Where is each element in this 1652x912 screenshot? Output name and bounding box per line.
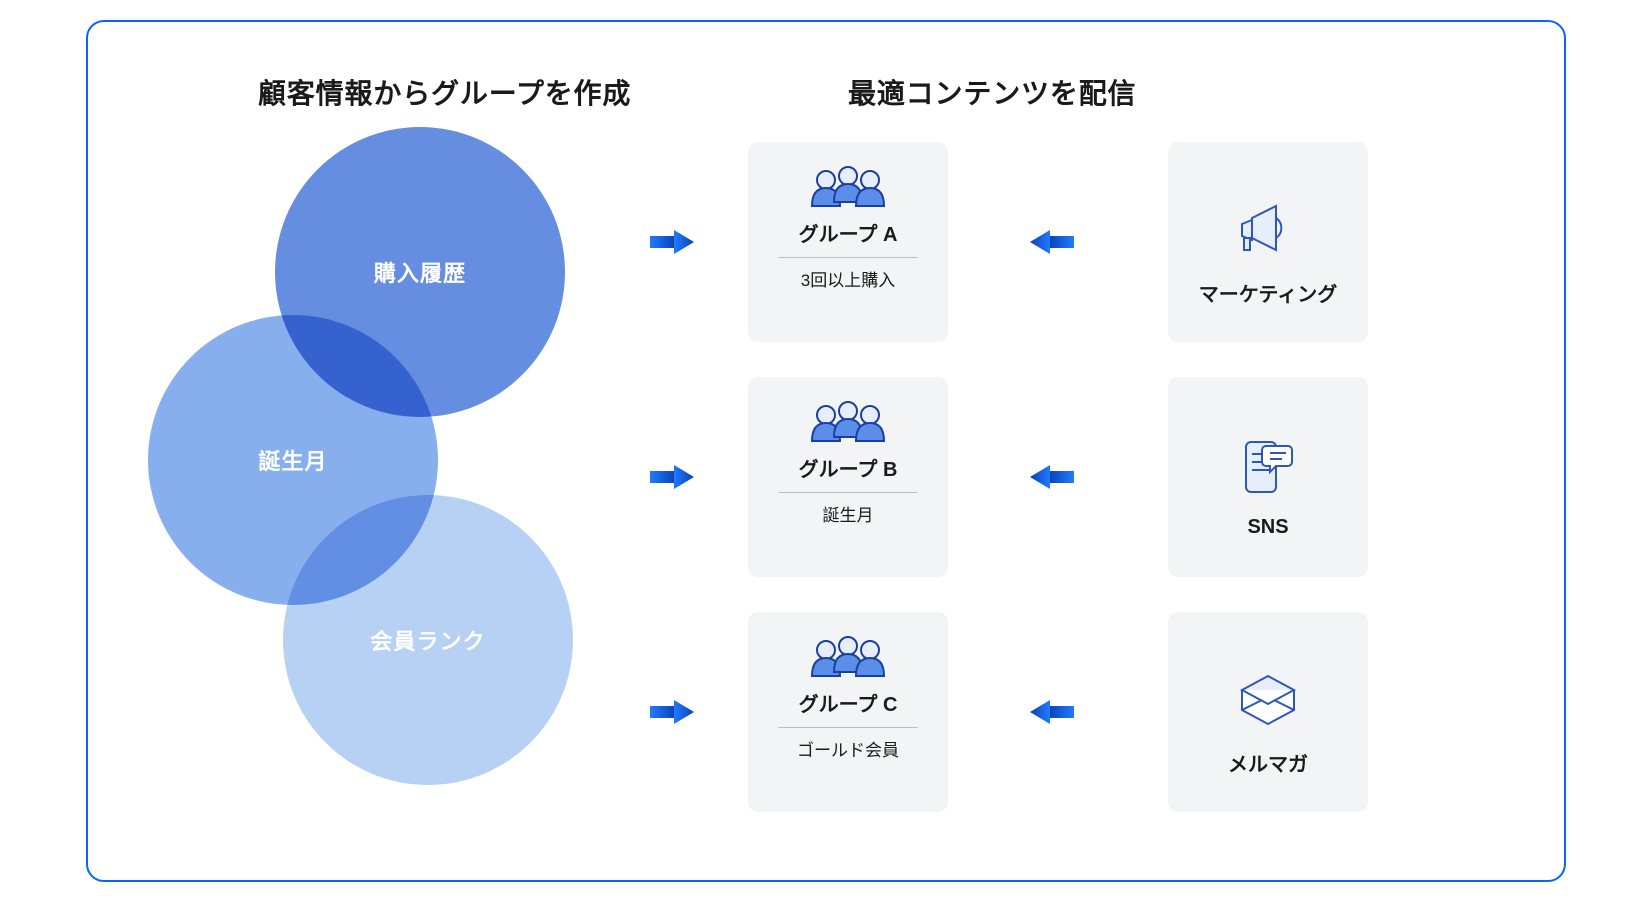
group-title: グループ A xyxy=(799,218,898,247)
group-card-C: グループ C ゴールド会員 xyxy=(748,612,948,812)
arrow-right-row2 xyxy=(648,461,696,493)
divider xyxy=(778,257,918,258)
arrow-left-row2 xyxy=(1028,461,1076,493)
arrow-left-row3 xyxy=(1028,696,1076,728)
divider xyxy=(778,727,918,728)
channel-card-megaphone: マーケティング xyxy=(1168,142,1368,342)
group-title: グループ B xyxy=(799,453,898,482)
people-icon xyxy=(808,397,888,443)
people-icon xyxy=(808,632,888,678)
people-icon xyxy=(808,162,888,208)
group-title: グループ C xyxy=(799,688,898,717)
channel-label: マーケティング xyxy=(1199,278,1337,307)
megaphone-icon xyxy=(1236,198,1300,262)
group-subtitle: ゴールド会員 xyxy=(797,736,899,761)
phone-chat-icon xyxy=(1236,436,1300,500)
diagram-frame: 顧客情報からグループを作成 最適コンテンツを配信 購入履歴誕生月会員ランクグルー… xyxy=(86,20,1566,882)
arrow-right-row3 xyxy=(648,696,696,728)
heading-right: 最適コンテンツを配信 xyxy=(848,72,1136,112)
divider xyxy=(778,492,918,493)
venn-label-birthmon: 誕生月 xyxy=(258,444,327,476)
group-card-B: グループ B 誕生月 xyxy=(748,377,948,577)
arrow-right-row1 xyxy=(648,226,696,258)
envelope-icon xyxy=(1236,668,1300,732)
channel-card-phone-chat: SNS xyxy=(1168,377,1368,577)
group-subtitle: 誕生月 xyxy=(823,501,874,526)
group-subtitle: 3回以上購入 xyxy=(801,266,895,291)
venn-label-rank: 会員ランク xyxy=(370,624,486,656)
channel-card-envelope: メルマガ xyxy=(1168,612,1368,812)
venn-label-purchase: 購入履歴 xyxy=(374,256,466,288)
group-card-A: グループ A 3回以上購入 xyxy=(748,142,948,342)
heading-left: 顧客情報からグループを作成 xyxy=(258,72,631,112)
channel-label: SNS xyxy=(1247,516,1288,539)
channel-label: メルマガ xyxy=(1228,748,1308,777)
arrow-left-row1 xyxy=(1028,226,1076,258)
